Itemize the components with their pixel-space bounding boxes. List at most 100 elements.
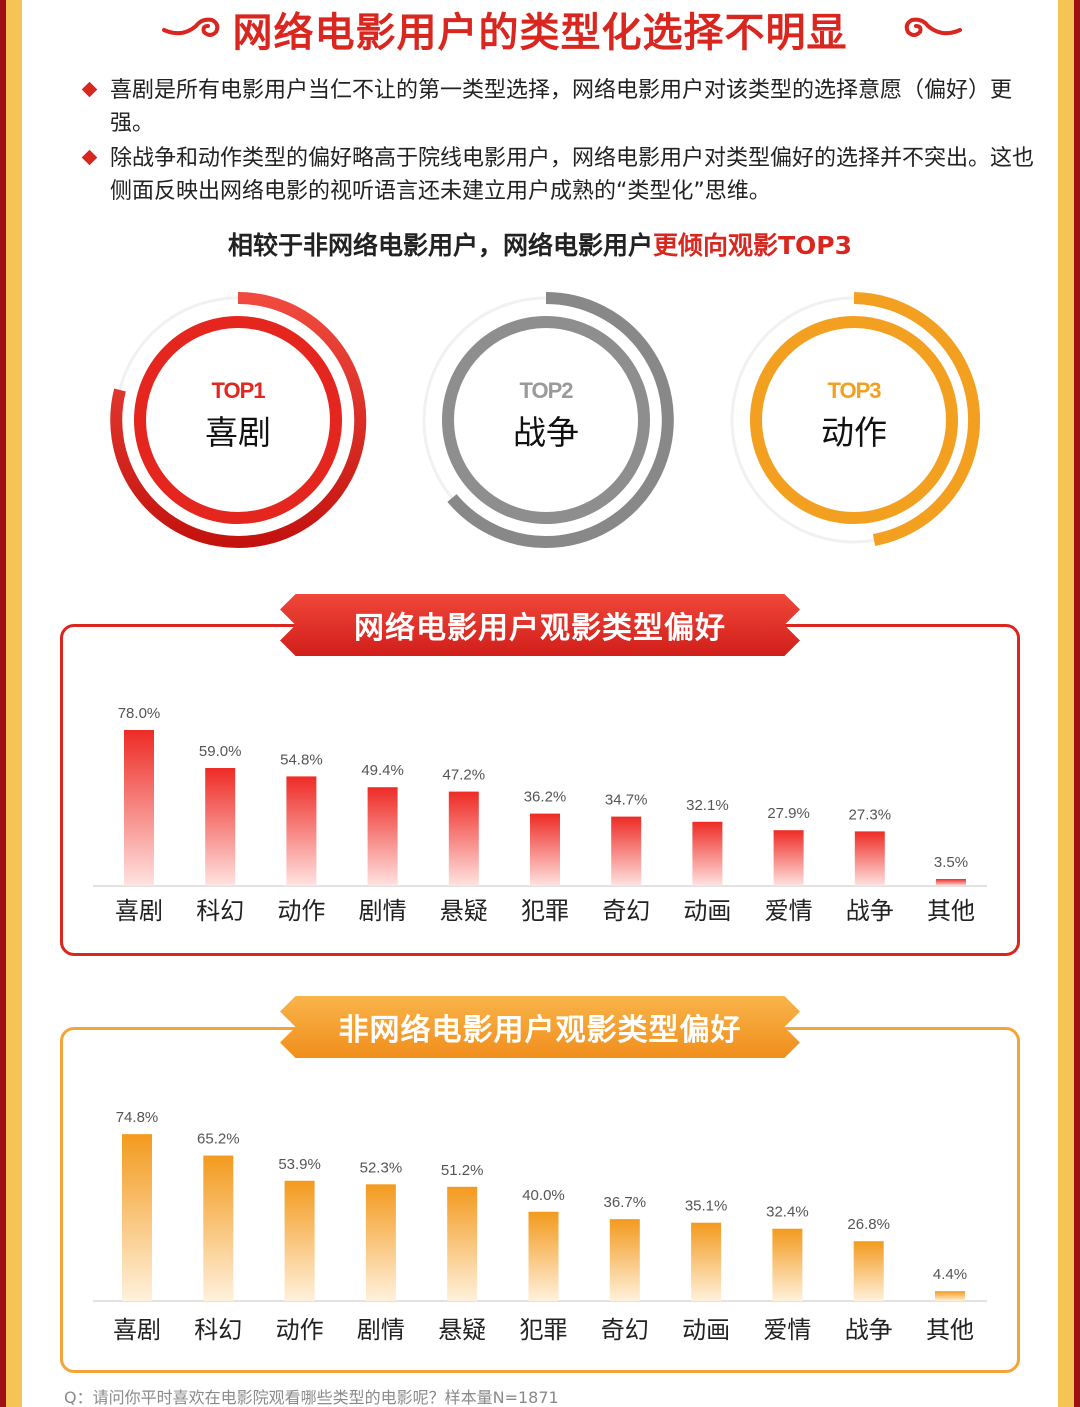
bar-科幻 bbox=[203, 1155, 234, 1301]
genre-label: 喜剧 bbox=[205, 413, 271, 452]
category-label: 悬疑 bbox=[440, 897, 488, 925]
value-label: 36.7% bbox=[604, 1194, 647, 1211]
top3-ring: TOP3 动作 bbox=[724, 290, 984, 550]
right-cloud-ornament-icon bbox=[904, 17, 962, 37]
content-panel: 网络电影用户的类型化选择不明显 喜剧是所有电影用户当仁不让的第一类型选择，网络电… bbox=[22, 0, 1058, 1407]
value-label: 52.3% bbox=[360, 1159, 403, 1176]
bar-悬疑 bbox=[447, 1186, 478, 1301]
category-label: 喜剧 bbox=[113, 1316, 161, 1344]
category-label: 战争 bbox=[845, 1316, 893, 1344]
rank-label: TOP1 bbox=[211, 378, 265, 403]
top1-ring: TOP1 喜剧 bbox=[108, 290, 368, 550]
value-label: 26.8% bbox=[847, 1216, 890, 1233]
bar-犯罪 bbox=[530, 813, 560, 886]
bar-其他 bbox=[936, 879, 966, 886]
diamond-bullet-icon bbox=[81, 81, 98, 98]
value-label: 27.9% bbox=[767, 805, 810, 822]
bar-喜剧 bbox=[122, 1134, 152, 1301]
bar-奇幻 bbox=[611, 816, 642, 886]
non-online-users-bar-chart: 74.8% 喜剧 65.2% 科幻 53.9% 动作 52.3% 剧情 51.2% 悬疑 40.0%… bbox=[93, 1109, 987, 1344]
value-label: 32.1% bbox=[686, 797, 729, 814]
category-label: 动画 bbox=[683, 897, 731, 925]
top3-subheading: 相较于非网络电影用户，网络电影用户更倾向观影TOP3 bbox=[22, 226, 1058, 262]
value-label: 40.0% bbox=[522, 1187, 565, 1204]
value-label: 32.4% bbox=[766, 1204, 809, 1221]
bar-动画 bbox=[691, 1222, 722, 1301]
genre-label: 战争 bbox=[513, 413, 579, 452]
value-label: 78.0% bbox=[118, 705, 161, 722]
value-label: 47.2% bbox=[443, 767, 486, 784]
bar-科幻 bbox=[205, 768, 236, 886]
bar-爱情 bbox=[772, 1228, 803, 1301]
category-label: 悬疑 bbox=[438, 1316, 486, 1344]
online-users-chart-title: 网络电影用户观影类型偏好 bbox=[280, 594, 800, 656]
non-online-users-chart-title: 非网络电影用户观影类型偏好 bbox=[280, 996, 800, 1058]
bullet-text: 除战争和动作类型的偏好略高于院线电影用户，网络电影用户对类型偏好的选择并不突出。… bbox=[110, 146, 1035, 204]
bar-爱情 bbox=[773, 830, 804, 886]
value-label: 3.5% bbox=[934, 854, 968, 871]
category-label: 科幻 bbox=[196, 897, 244, 925]
page-title: 网络电影用户的类型化选择不明显 bbox=[232, 10, 848, 56]
rank-label: TOP2 bbox=[519, 378, 573, 403]
bar-剧情 bbox=[365, 1184, 396, 1301]
value-label: 34.7% bbox=[605, 792, 648, 809]
genre-label: 动作 bbox=[821, 413, 887, 452]
rank-label: TOP3 bbox=[827, 378, 881, 403]
ring-graphic bbox=[110, 292, 367, 548]
value-label: 53.9% bbox=[278, 1156, 321, 1173]
online-users-bar-chart: 78.0% 喜剧 59.0% 科幻 54.8% 动作 49.4% 剧情 47.2% 悬疑 36.2%… bbox=[93, 705, 987, 925]
category-label: 剧情 bbox=[357, 1316, 405, 1344]
ring-graphic bbox=[730, 292, 981, 546]
category-label: 爱情 bbox=[765, 897, 813, 925]
value-label: 65.2% bbox=[197, 1131, 240, 1148]
subheading-prefix: 相较于非网络电影用户，网络电影用户 bbox=[227, 231, 653, 260]
category-label: 动画 bbox=[682, 1316, 730, 1344]
bullet-item: 喜剧是所有电影用户当仁不让的第一类型选择，网络电影用户对该类型的选择意愿（偏好）… bbox=[81, 74, 1042, 140]
value-label: 54.8% bbox=[280, 751, 323, 768]
survey-footnote: Q：请问你平时喜欢在电影院观看哪些类型的电影呢？样本量N=1871 bbox=[64, 1388, 559, 1407]
top3-rings: TOP1 喜剧 TOP2 战争 TOP3 动作 bbox=[22, 290, 1058, 550]
bar-动画 bbox=[692, 821, 723, 886]
category-label: 动作 bbox=[276, 1316, 324, 1344]
value-label: 74.8% bbox=[116, 1109, 159, 1126]
category-label: 奇幻 bbox=[602, 897, 650, 925]
bar-奇幻 bbox=[609, 1219, 640, 1301]
bar-剧情 bbox=[367, 787, 398, 886]
category-label: 奇幻 bbox=[601, 1316, 649, 1344]
bar-动作 bbox=[286, 776, 317, 886]
bar-战争 bbox=[853, 1241, 884, 1301]
value-label: 59.0% bbox=[199, 743, 242, 760]
value-label: 4.4% bbox=[933, 1266, 967, 1283]
category-label: 犯罪 bbox=[521, 897, 569, 925]
value-label: 35.1% bbox=[685, 1198, 728, 1215]
value-label: 51.2% bbox=[441, 1162, 484, 1179]
bar-悬疑 bbox=[448, 791, 479, 886]
category-label: 剧情 bbox=[359, 897, 407, 925]
category-label: 其他 bbox=[927, 897, 975, 925]
category-label: 犯罪 bbox=[520, 1316, 568, 1344]
bar-战争 bbox=[854, 831, 885, 886]
left-cloud-ornament-icon bbox=[162, 17, 220, 37]
bullet-item: 除战争和动作类型的偏好略高于院线电影用户，网络电影用户对类型偏好的选择并不突出。… bbox=[81, 142, 1042, 208]
category-label: 其他 bbox=[926, 1316, 974, 1344]
category-label: 动作 bbox=[277, 897, 325, 925]
category-label: 战争 bbox=[846, 897, 894, 925]
bullet-list: 喜剧是所有电影用户当仁不让的第一类型选择，网络电影用户对该类型的选择意愿（偏好）… bbox=[81, 74, 1042, 210]
value-label: 36.2% bbox=[524, 789, 567, 806]
diamond-bullet-icon bbox=[81, 149, 98, 166]
subheading-highlight: 更倾向观影TOP3 bbox=[652, 231, 853, 260]
value-label: 49.4% bbox=[361, 762, 404, 779]
title-bar: 网络电影用户的类型化选择不明显 bbox=[22, 0, 1058, 58]
non-online-users-chart-box: 74.8% 喜剧 65.2% 科幻 53.9% 动作 52.3% 剧情 51.2% 悬疑 40.0%… bbox=[60, 1027, 1020, 1373]
bar-喜剧 bbox=[124, 730, 154, 886]
bar-动作 bbox=[284, 1180, 315, 1301]
online-users-chart-box: 78.0% 喜剧 59.0% 科幻 54.8% 动作 49.4% 剧情 47.2% 悬疑 36.2%… bbox=[60, 624, 1020, 956]
category-label: 喜剧 bbox=[115, 897, 163, 925]
bar-其他 bbox=[935, 1291, 965, 1301]
top2-ring: TOP2 战争 bbox=[416, 290, 676, 550]
bullet-text: 喜剧是所有电影用户当仁不让的第一类型选择，网络电影用户对该类型的选择意愿（偏好）… bbox=[110, 78, 1013, 136]
category-label: 科幻 bbox=[194, 1316, 242, 1344]
category-label: 爱情 bbox=[763, 1316, 811, 1344]
bar-犯罪 bbox=[528, 1211, 559, 1301]
value-label: 27.3% bbox=[849, 806, 892, 823]
